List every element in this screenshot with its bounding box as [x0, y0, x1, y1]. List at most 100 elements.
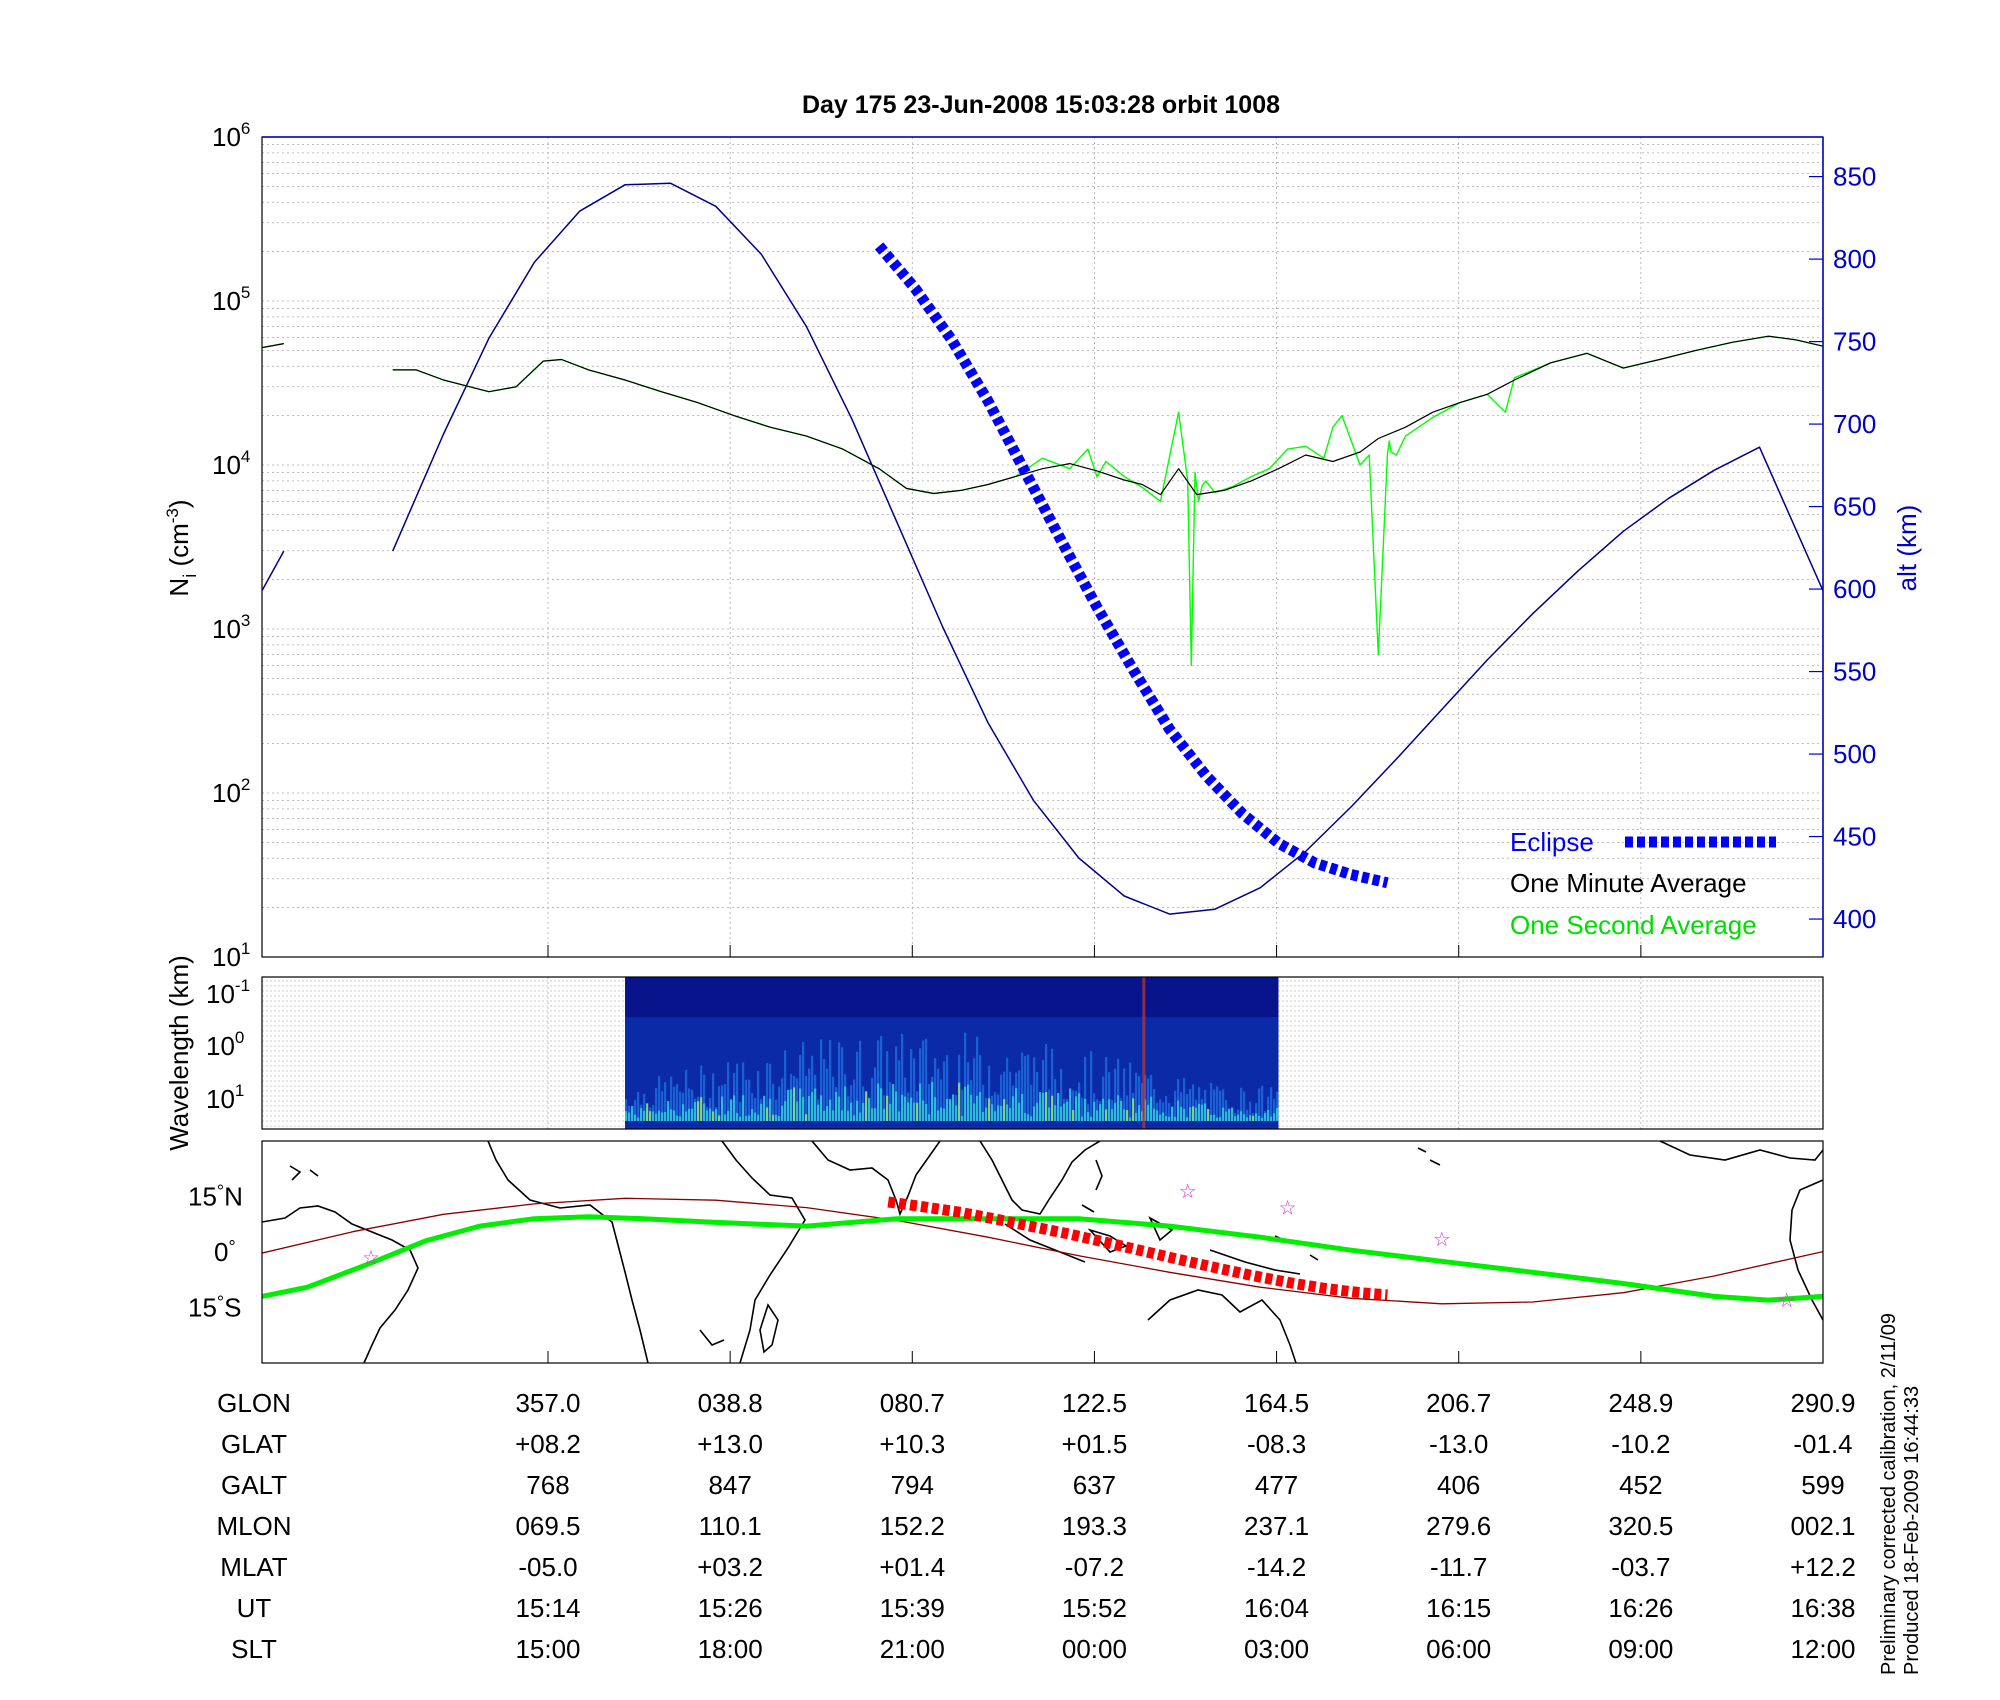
spectrogram-column-strong — [817, 1104, 820, 1121]
spectrogram-column-strong — [748, 1115, 751, 1121]
spectrogram-column-strong — [1258, 1115, 1261, 1121]
spectrogram-column-strong — [1270, 1116, 1273, 1121]
density-series — [262, 182, 1823, 915]
spectrogram-column-strong — [1099, 1104, 1102, 1121]
table-cell: -07.2 — [1065, 1552, 1124, 1582]
coastline-north-america — [1659, 1141, 1823, 1161]
spectrogram-column — [1267, 1096, 1270, 1121]
spectrogram-column-strong — [1123, 1109, 1126, 1121]
spectrogram-column — [910, 1049, 913, 1121]
spectrogram-column-strong — [1159, 1114, 1162, 1121]
spectrogram-column-strong — [1237, 1114, 1240, 1121]
spectrogram-column-strong — [655, 1113, 658, 1121]
table-cell: 357.0 — [515, 1388, 580, 1418]
spectrogram-column — [1276, 1091, 1279, 1121]
spectrogram-column-strong — [643, 1110, 646, 1121]
altitude-tick-label: 750 — [1833, 327, 1876, 357]
altitude-tick-label: 600 — [1833, 574, 1876, 604]
table-cell: 16:04 — [1244, 1593, 1309, 1623]
spectrogram-column-strong — [934, 1097, 937, 1121]
spectrogram-column-strong — [766, 1107, 769, 1121]
table-cell: 12:00 — [1790, 1634, 1855, 1664]
ground-track-x-ticks — [547, 1351, 1824, 1363]
spectrogram-column-strong — [1210, 1114, 1213, 1121]
table-cell: -11.7 — [1430, 1552, 1487, 1582]
log-y-tick-label: 102 — [212, 775, 250, 808]
altitude-tick-label: 700 — [1833, 409, 1876, 439]
spectrogram-column — [1246, 1109, 1249, 1121]
station-star-marker: ☆ — [1433, 1229, 1451, 1251]
spectrogram-column-strong — [637, 1117, 640, 1121]
spectrogram-spike — [1142, 977, 1146, 1129]
spectrogram-column-strong — [1102, 1098, 1105, 1121]
spectrogram-column — [766, 1063, 769, 1121]
spectrogram-column-strong — [790, 1089, 793, 1121]
spectrogram-column-strong — [997, 1105, 1000, 1121]
spectrogram-column-strong — [1267, 1110, 1270, 1121]
spectrogram-column — [658, 1076, 661, 1121]
spectrogram-column — [718, 1086, 721, 1121]
table-cell: +10.3 — [879, 1429, 945, 1459]
spectrogram-column-strong — [1231, 1107, 1234, 1121]
spectrogram-column — [871, 1077, 874, 1121]
latitude-tick-label: 0° — [214, 1237, 236, 1267]
spectrogram-column-strong — [1213, 1114, 1216, 1121]
spectrogram-column — [1192, 1084, 1195, 1121]
legend: Eclipse One Minute Average One Second Av… — [1510, 827, 1776, 940]
spectrogram-column-strong — [868, 1097, 871, 1121]
spectrogram-column-strong — [694, 1101, 697, 1121]
spectrogram-column — [877, 1040, 880, 1121]
table-cell: 06:00 — [1426, 1634, 1491, 1664]
spectrogram-column-strong — [1078, 1093, 1081, 1121]
spectrogram-column — [1021, 1052, 1024, 1121]
spectrogram-column — [1261, 1085, 1264, 1121]
spectrogram-column-strong — [829, 1099, 832, 1121]
table-cell: 15:00 — [515, 1634, 580, 1664]
table-cell: 193.3 — [1062, 1511, 1127, 1541]
spectrogram-column-strong — [625, 1111, 628, 1121]
spectrogram-column-strong — [967, 1084, 970, 1121]
spectrogram-column-strong — [1198, 1103, 1201, 1121]
spectrogram-column-strong — [877, 1083, 880, 1121]
spectrogram-column-strong — [1219, 1117, 1222, 1121]
spectrogram-column-strong — [727, 1110, 730, 1121]
spectrogram-column — [661, 1091, 664, 1121]
spectrogram-column — [808, 1068, 811, 1121]
spectrogram-tick-label: 100 — [206, 1028, 244, 1061]
spectrogram-column-strong — [859, 1112, 862, 1121]
spectrogram-column-strong — [1132, 1098, 1135, 1121]
spectrogram-column-strong — [1087, 1112, 1090, 1121]
spectrogram-column-strong — [760, 1103, 763, 1121]
spectrogram-column-strong — [1114, 1102, 1117, 1121]
spectrogram-column-strong — [1021, 1094, 1024, 1121]
spectrogram-column — [913, 1058, 916, 1121]
table-cell: -05.0 — [518, 1552, 577, 1582]
density-y-label: Ni (cm-3) — [163, 499, 200, 596]
spectrogram-column-strong — [883, 1108, 886, 1121]
table-cell: 248.9 — [1608, 1388, 1673, 1418]
table-cell: +03.2 — [697, 1552, 763, 1582]
table-cell: 637 — [1073, 1470, 1116, 1500]
spectrogram-column-strong — [688, 1108, 691, 1121]
density-grid — [262, 137, 1824, 957]
spectrogram-column — [973, 1058, 976, 1121]
spectrogram-column — [841, 1047, 844, 1121]
spectrogram-column-strong — [1027, 1114, 1030, 1121]
spectrogram-column-strong — [709, 1108, 712, 1121]
spectrogram-column — [826, 1068, 829, 1121]
spectrogram-column — [940, 1079, 943, 1121]
spectrogram-column-strong — [1264, 1113, 1267, 1121]
spectrogram-column-strong — [745, 1115, 748, 1121]
spectrogram-column-strong — [649, 1111, 652, 1121]
spectrogram-column-strong — [835, 1092, 838, 1121]
spectrogram-tick-labels: 10-1 100 101 — [206, 976, 250, 1114]
geographic-track-line — [262, 1197, 1823, 1305]
spectrogram-column-strong — [1204, 1103, 1207, 1121]
spectrogram-column-strong — [742, 1095, 745, 1121]
spectrogram-column — [736, 1063, 739, 1121]
spectrogram-column — [799, 1055, 802, 1121]
spectrogram-column — [853, 1079, 856, 1121]
spectrogram-column-strong — [703, 1103, 706, 1121]
spectrogram-column-strong — [925, 1103, 928, 1121]
spectrogram-column-strong — [1012, 1096, 1015, 1121]
